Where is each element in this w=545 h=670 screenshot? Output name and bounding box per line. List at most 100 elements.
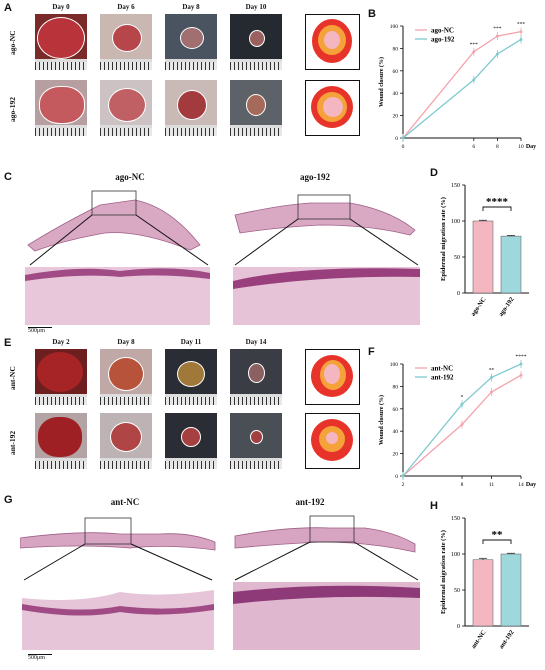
wound-schematic — [305, 413, 360, 469]
histology-title: ant-192 — [295, 497, 325, 507]
panel-label-h: H — [430, 500, 438, 512]
x-tick-label: 8 — [496, 144, 499, 150]
wound-photo — [35, 349, 87, 405]
wound-photo — [165, 14, 217, 70]
legend-label: ago-NC — [431, 27, 454, 35]
data-point — [460, 402, 464, 406]
data-point — [496, 52, 499, 56]
significance-mark: *** — [493, 26, 502, 32]
chart-d: 0 50 100 150 Epidermal migration rate (%) ago… — [440, 183, 529, 318]
series-line — [402, 30, 522, 139]
bar — [500, 235, 522, 294]
histology-image — [20, 515, 420, 650]
day-label: Day 11 — [180, 338, 202, 346]
wound-photo — [35, 14, 87, 70]
y-tick-label: 100 — [451, 552, 460, 558]
legend-label: ant-NC — [431, 365, 453, 373]
scale-bar-label: 500μm — [28, 328, 45, 334]
y-tick-label: 40 — [393, 91, 399, 97]
x-tick-label: 14 — [518, 482, 524, 488]
series-line — [402, 374, 522, 477]
day-label: Day 8 — [117, 338, 135, 346]
y-axis-label: Wound closure (%) — [378, 395, 385, 445]
wound-photo — [230, 349, 282, 405]
y-tick-label: 80 — [393, 46, 399, 52]
y-tick-label: 0 — [395, 136, 398, 142]
significance-mark: *** — [470, 42, 479, 48]
y-tick-label: 100 — [390, 362, 399, 368]
histology-title: ago-NC — [115, 172, 145, 182]
panel-label-a: A — [4, 2, 12, 14]
y-tick-label: 150 — [451, 183, 460, 189]
row-label: ant-NC — [8, 366, 17, 390]
chart-b: 0 20 40 60 80 100 0 6 8 10 Day Wound closure (%) ago… — [378, 22, 536, 150]
chart-f: 0 20 40 60 80 100 2 8 11 14 Day Wound closure (%) an… — [378, 354, 536, 488]
data-point — [519, 30, 523, 33]
panel-label-d: D — [430, 167, 438, 179]
scale-bar: 500μm — [28, 327, 52, 334]
x-tick-label: 2 — [402, 482, 405, 488]
y-tick-label: 20 — [393, 452, 399, 458]
data-point — [496, 34, 499, 38]
day-label: Day 0 — [52, 3, 70, 11]
wound-schematic — [305, 349, 360, 405]
significance-mark: * — [461, 394, 464, 400]
data-point — [472, 50, 476, 54]
legend-label: ago-192 — [431, 36, 455, 44]
panel-label-b: B — [368, 8, 376, 20]
wound-photo — [165, 349, 217, 405]
panel-label-f: F — [368, 346, 375, 358]
chart-h: 0 50 100 150 Epidermal migration rate (%) ant… — [440, 516, 529, 650]
wound-schematic — [305, 80, 360, 136]
day-label: Day 14 — [245, 338, 267, 346]
bar — [500, 553, 522, 627]
row-label: ago-192 — [8, 97, 17, 122]
x-tick-label: 8 — [461, 482, 464, 488]
y-tick-label: 0 — [457, 624, 460, 630]
bar — [472, 220, 494, 294]
wound-photo — [100, 14, 152, 70]
histology-title: ago-192 — [300, 172, 330, 182]
x-tick-label: ago-192 — [497, 296, 515, 318]
significance-mark: ** — [489, 367, 495, 373]
y-axis-label: Epidermal migration rate (%) — [440, 530, 447, 614]
day-label: Day 10 — [245, 3, 267, 11]
legend-label: ant-192 — [431, 374, 454, 382]
x-tick-label: 0 — [402, 144, 405, 150]
data-point — [460, 423, 464, 426]
x-tick-label: 11 — [489, 482, 495, 488]
day-label: Day 2 — [52, 338, 70, 346]
panel-label-e: E — [4, 337, 12, 349]
data-point — [519, 38, 523, 41]
wound-photo — [35, 80, 87, 136]
significance-mark: **** — [516, 354, 527, 360]
data-point — [519, 373, 523, 377]
y-tick-label: 80 — [393, 384, 399, 390]
wound-photo — [230, 80, 282, 136]
day-label: Day 6 — [117, 3, 135, 11]
row-label: ant-192 — [8, 430, 17, 455]
y-axis-label: Wound closure (%) — [378, 57, 385, 107]
wound-photo — [230, 14, 282, 70]
y-tick-label: 40 — [393, 429, 399, 435]
series-line — [402, 363, 522, 477]
y-tick-label: 100 — [390, 24, 399, 30]
significance-mark: ** — [492, 529, 504, 541]
data-point — [519, 362, 523, 366]
bar — [472, 559, 494, 627]
y-tick-label: 50 — [454, 588, 460, 594]
histology-image — [25, 190, 420, 325]
wound-photo — [100, 349, 152, 405]
y-tick-label: 60 — [393, 407, 399, 413]
data-point — [401, 136, 405, 140]
y-tick-label: 100 — [451, 219, 460, 225]
y-tick-label: 0 — [457, 291, 460, 297]
panel-label-g: G — [4, 494, 13, 506]
wound-photo — [230, 413, 282, 469]
wound-photo — [100, 80, 152, 136]
row-label: ago-NC — [8, 30, 17, 55]
y-tick-label: 0 — [395, 474, 398, 480]
x-tick-label: 10 — [518, 144, 524, 150]
wound-schematic — [305, 14, 360, 70]
scale-bar: 500μm — [28, 654, 52, 661]
